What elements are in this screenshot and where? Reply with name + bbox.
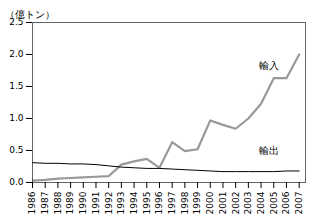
svg-text:1994: 1994 [129, 191, 139, 214]
svg-text:2007: 2007 [294, 192, 304, 215]
svg-text:2005: 2005 [269, 192, 279, 215]
svg-text:2.5: 2.5 [9, 17, 24, 28]
svg-text:0.5: 0.5 [9, 145, 23, 155]
svg-text:輸出: 輸出 [259, 145, 279, 156]
svg-text:1996: 1996 [154, 191, 164, 214]
svg-text:1986: 1986 [27, 191, 37, 214]
svg-text:1987: 1987 [40, 192, 50, 215]
svg-text:1999: 1999 [192, 191, 202, 214]
svg-text:2.0: 2.0 [9, 49, 24, 59]
svg-text:2003: 2003 [243, 192, 253, 215]
svg-text:1993: 1993 [116, 192, 126, 215]
svg-text:1997: 1997 [167, 192, 177, 215]
svg-text:1991: 1991 [91, 192, 101, 215]
svg-text:1.5: 1.5 [9, 81, 23, 91]
svg-text:2000: 2000 [205, 191, 215, 214]
svg-text:2006: 2006 [281, 191, 291, 214]
svg-text:1989: 1989 [65, 191, 75, 214]
svg-text:2001: 2001 [218, 192, 228, 215]
svg-text:0.0: 0.0 [9, 177, 24, 187]
svg-text:1992: 1992 [104, 192, 114, 215]
svg-text:2002: 2002 [231, 192, 241, 215]
svg-text:1998: 1998 [180, 191, 190, 214]
svg-text:1995: 1995 [142, 192, 152, 215]
svg-text:1.0: 1.0 [9, 113, 24, 123]
svg-text:2004: 2004 [256, 191, 266, 214]
svg-text:1990: 1990 [78, 191, 88, 214]
svg-text:（億トン）: （億トン） [5, 9, 55, 20]
svg-text:輸入: 輸入 [259, 60, 279, 71]
svg-text:1988: 1988 [53, 191, 63, 214]
